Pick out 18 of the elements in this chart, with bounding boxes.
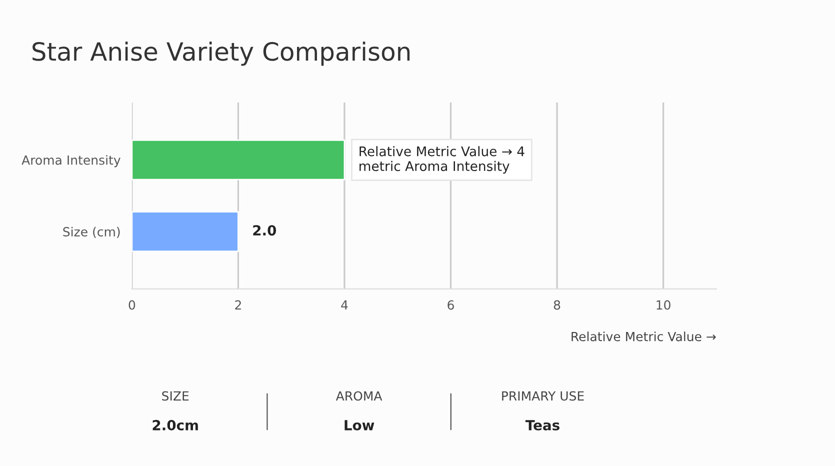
x-tick-label: 8 [554,300,560,310]
chart-title: Star Anise Variety Comparison [32,42,410,66]
text: Teas [525,420,560,430]
annotation: Relative Metric Value → 4 metric Aroma Intensity [360,146,524,174]
y-tick-label: Size (cm) [63,226,120,238]
x-tick-label: 0 [128,300,136,310]
text: 2.0cm [152,420,198,430]
text: SIZE [162,391,189,401]
x-axis-title: Relative Metric Value → [572,332,716,342]
text: Low [344,420,374,430]
x-tick-label: 10 [656,300,670,310]
data-label: 2.0 [253,225,276,236]
x-tick-label: 2 [235,300,241,310]
text: PRIMARY USE [502,391,584,401]
x-tick-label: 6 [448,300,454,310]
y-tick-label: Aroma Intensity [22,155,120,168]
x-tick-label: 4 [341,300,348,310]
text: AROMA [336,391,382,401]
